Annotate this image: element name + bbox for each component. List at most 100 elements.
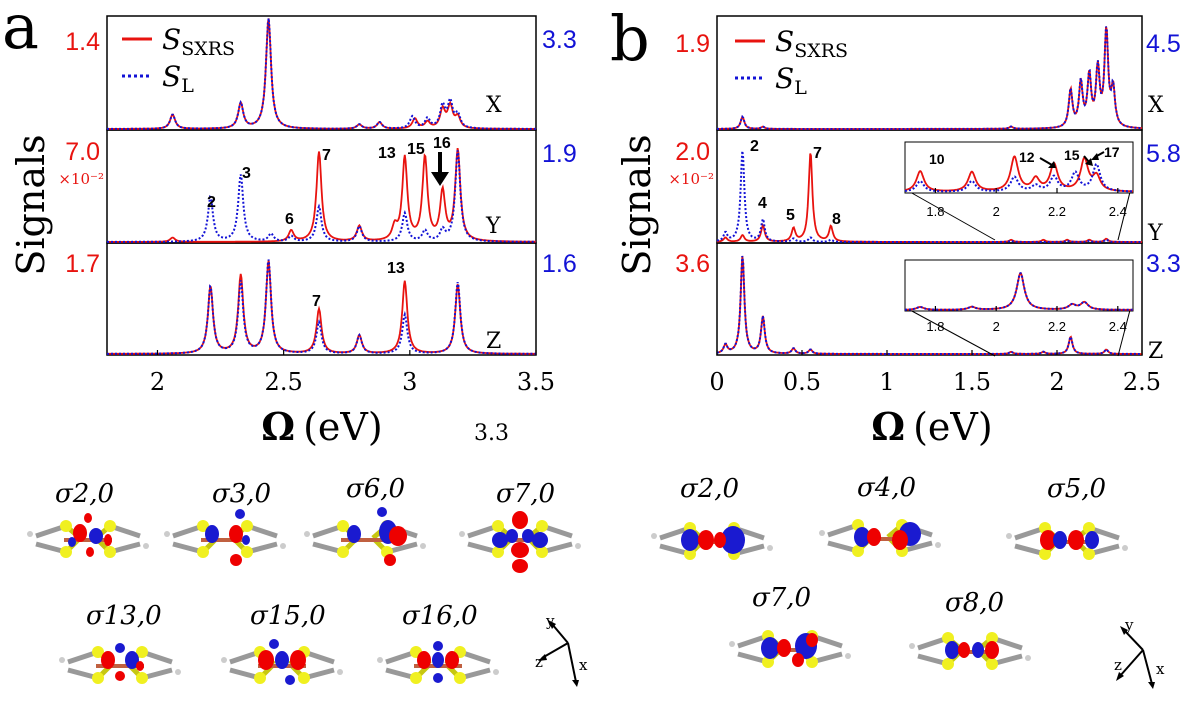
- orbital-label-a-7: σ7,0: [496, 479, 555, 509]
- orbital-label-b-7: σ7,0: [752, 583, 811, 613]
- axis-letter-b-y: Y: [1147, 221, 1163, 246]
- stray-label-a: 3.3: [474, 421, 509, 446]
- left-scale-a-z: 1.7: [65, 250, 100, 278]
- x-axis-a-tick-label-2: 2: [150, 368, 165, 396]
- axes-triad-b-x: x: [1156, 660, 1165, 678]
- inset-b-z-connector-left: [909, 309, 996, 357]
- legend-sym-sxrs-b: S: [775, 25, 794, 58]
- series-line-b-z-sl: [716, 255, 1142, 355]
- right-scale-b-y: 5.8: [1146, 140, 1181, 168]
- axes-triad-a-x: x: [579, 656, 588, 674]
- axes-triad-b-z: z: [1114, 656, 1122, 674]
- series-line-a-x-sl: [107, 18, 536, 130]
- inset-label-12: 12: [1019, 149, 1035, 165]
- orbital-b-4: σ4,0: [819, 473, 941, 557]
- legend-label-sl-a: SL: [162, 60, 194, 97]
- series-line-a-y-sl: [107, 150, 536, 243]
- legend-sym-sl-a: S: [162, 60, 181, 93]
- right-scale-b-z: 3.3: [1146, 250, 1181, 278]
- inset-b-y-connector-left: [909, 191, 996, 241]
- x-axis-label-b-rest: (eV): [913, 405, 993, 449]
- peak-label-a-z-13: 13: [387, 260, 405, 277]
- x-axis-b-tick-label-1: 1: [879, 368, 894, 396]
- peak-label-a-y-3: 3: [242, 165, 251, 182]
- inset-b-y-tick-label-2: 2: [993, 204, 1000, 219]
- legend-sub-sxrs-a: SXRS: [181, 38, 235, 60]
- panel-letter-a: a: [2, 0, 39, 63]
- x-axis-b-tick-label-0.5: 0.5: [783, 368, 821, 396]
- x-axis-label-a-rest: (eV): [303, 405, 383, 449]
- legend-sub-sl-a: L: [181, 75, 194, 97]
- peak-label-a-y-15: 15: [407, 141, 425, 158]
- axes-triad-a-z: z: [535, 653, 543, 671]
- axis-letter-b-x: X: [1148, 93, 1164, 118]
- series-line-b-y-inset-sl: [904, 162, 1133, 193]
- legend-label-sl-b: SL: [775, 62, 807, 99]
- left-scale-b-z: 3.6: [675, 250, 710, 278]
- orbital-label-a-13: σ13,0: [86, 601, 162, 631]
- x-axis-label-a: Ω (eV): [261, 404, 382, 449]
- inset-b-z: 1.8 2 2.2 2.4: [904, 259, 1134, 357]
- orbital-a-16: σ16,0: [377, 601, 499, 684]
- series-line-b-z-inset-sl: [905, 272, 1133, 311]
- left-scale-a-y: 7.0: [65, 138, 100, 166]
- inset-b-y: 1.8 2 2.2 2.4 10 12 15 17: [904, 141, 1134, 241]
- orbital-label-a-2: σ2,0: [55, 479, 114, 509]
- peak-label-b-y-7: 7: [813, 145, 822, 162]
- inset-b-y-tick-label-1.8: 1.8: [926, 204, 944, 219]
- x-axis-b-tick-label-2: 2: [1049, 368, 1064, 396]
- orbital-label-b-2: σ2,0: [680, 474, 739, 504]
- inset-b-z-frame: [904, 259, 1134, 312]
- series-line-a-z-sxrs: [107, 260, 536, 355]
- x-axis-a-tick-label-3: 3: [402, 368, 417, 396]
- inset-b-z-tick-label-2.4: 2.4: [1109, 319, 1127, 334]
- orbital-a-6: σ6,0: [304, 474, 426, 566]
- legend-label-sxrs-b: SSXRS: [775, 25, 848, 62]
- left-exp-a-y: ×10⁻²: [58, 170, 104, 188]
- orbital-a-3: σ3,0: [164, 479, 286, 566]
- right-scale-a-y: 1.9: [542, 140, 577, 168]
- peak-label-b-y-5: 5: [786, 207, 795, 224]
- orbital-label-b-8: σ8,0: [945, 588, 1004, 618]
- orbital-b-7: σ7,0: [729, 583, 851, 668]
- axes-triad-b: y z x: [1114, 616, 1165, 689]
- peak-label-a-z-7: 7: [312, 293, 321, 310]
- panel-a: a Signals 1.4 3.3 7.0 ×10⁻² 1.9 1.7 1.6 …: [2, 0, 577, 449]
- left-scale-b-y: 2.0: [675, 138, 710, 166]
- legend-sub-sl-b: L: [794, 77, 807, 99]
- right-scale-a-z: 1.6: [542, 250, 577, 278]
- legend-sub-sxrs-b: SXRS: [794, 40, 848, 62]
- orbital-label-b-5: σ5,0: [1047, 474, 1106, 504]
- orbital-a-7: σ7,0: [459, 479, 581, 573]
- left-scale-b-x: 1.9: [675, 30, 710, 58]
- x-axis-label-b: Ω (eV): [871, 404, 992, 449]
- peak-label-a-y-7: 7: [322, 147, 331, 164]
- right-scale-b-x: 4.5: [1146, 30, 1181, 58]
- y-axis-label-a: Signals: [9, 134, 53, 275]
- inset-label-17: 17: [1104, 144, 1120, 160]
- series-line-b-x-sl: [717, 26, 1143, 130]
- orbital-a-2: σ2,0: [27, 479, 149, 558]
- inset-b-y-tick-label-2.4: 2.4: [1109, 204, 1127, 219]
- orbital-b-8: σ8,0: [909, 588, 1031, 670]
- axis-letter-a-y: Y: [485, 214, 501, 239]
- y-axis-label-b: Signals: [615, 134, 659, 275]
- orbital-label-a-15: σ15,0: [250, 601, 326, 631]
- axis-letter-b-z: Z: [1148, 339, 1163, 364]
- x-axis-b-tick-label-2.5: 2.5: [1123, 368, 1161, 396]
- x-axis-a-tick-label-2.5: 2.5: [265, 368, 303, 396]
- x-axis-b-tick-label-1.5: 1.5: [953, 368, 991, 396]
- peak-label-a-y-16: 16: [433, 135, 451, 152]
- inset-b-z-tick-label-2.2: 2.2: [1048, 319, 1066, 334]
- orbital-label-a-16: σ16,0: [402, 601, 478, 631]
- x-axis-label-a-bold: Ω: [261, 404, 295, 449]
- inset-b-z-tick-label-2: 2: [993, 319, 1000, 334]
- inset-b-y-tick-label-2.2: 2.2: [1048, 204, 1066, 219]
- peak-label-a-y-13: 13: [378, 145, 396, 162]
- x-axis-b-tick-label-0: 0: [709, 368, 724, 396]
- peak-label-a-y-2: 2: [207, 194, 216, 211]
- right-scale-a-x: 3.3: [542, 26, 577, 54]
- orbital-b-2: σ2,0: [651, 474, 773, 560]
- axis-letter-a-x: X: [486, 93, 502, 118]
